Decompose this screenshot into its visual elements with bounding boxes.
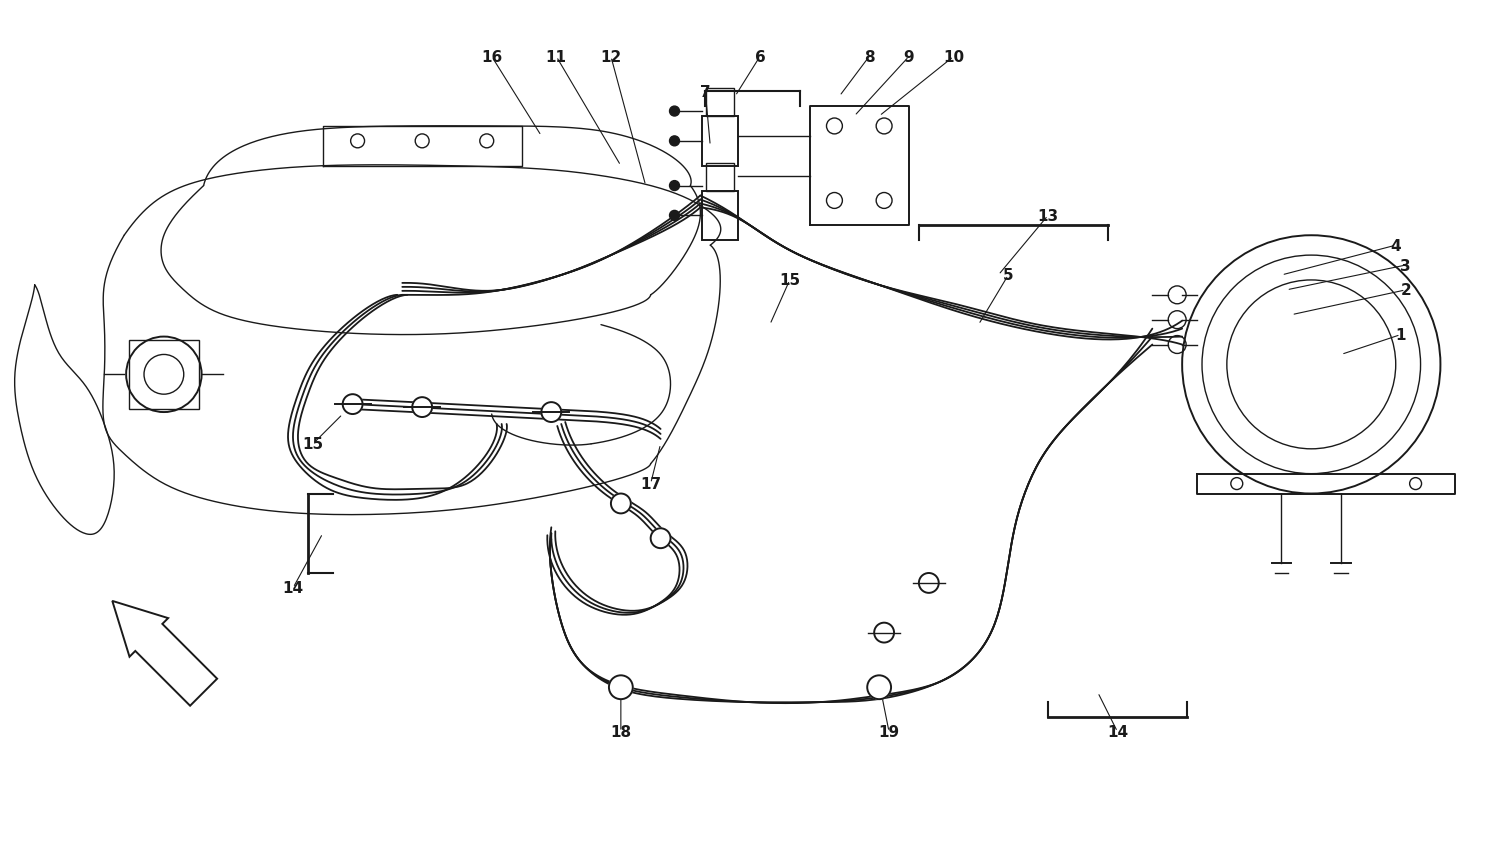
Polygon shape xyxy=(112,601,218,706)
Circle shape xyxy=(669,137,680,147)
Text: 14: 14 xyxy=(1107,725,1128,739)
Text: 8: 8 xyxy=(864,50,874,65)
Circle shape xyxy=(920,573,939,593)
Text: 17: 17 xyxy=(640,477,662,491)
Text: 6: 6 xyxy=(754,50,765,65)
Text: 4: 4 xyxy=(1390,238,1401,253)
Text: 1: 1 xyxy=(1395,327,1406,343)
Text: 7: 7 xyxy=(700,84,711,100)
Circle shape xyxy=(874,623,894,643)
Text: 9: 9 xyxy=(903,50,915,65)
Text: 19: 19 xyxy=(879,725,900,739)
Text: 10: 10 xyxy=(944,50,964,65)
Circle shape xyxy=(669,181,680,192)
Text: 11: 11 xyxy=(546,50,567,65)
Circle shape xyxy=(669,107,680,116)
Text: 5: 5 xyxy=(1004,268,1014,283)
Text: 15: 15 xyxy=(778,273,801,288)
Text: 18: 18 xyxy=(610,725,632,739)
Circle shape xyxy=(651,528,670,549)
Text: 14: 14 xyxy=(282,581,303,596)
Circle shape xyxy=(609,675,633,700)
Circle shape xyxy=(867,675,891,700)
Circle shape xyxy=(413,398,432,418)
Text: 13: 13 xyxy=(1038,208,1059,224)
Circle shape xyxy=(610,494,632,514)
Text: 15: 15 xyxy=(303,437,324,452)
Text: 3: 3 xyxy=(1401,258,1411,273)
Text: 2: 2 xyxy=(1401,283,1411,298)
Circle shape xyxy=(342,395,363,414)
Circle shape xyxy=(669,211,680,221)
Circle shape xyxy=(542,403,561,423)
Text: 16: 16 xyxy=(482,50,502,65)
Text: 12: 12 xyxy=(600,50,621,65)
